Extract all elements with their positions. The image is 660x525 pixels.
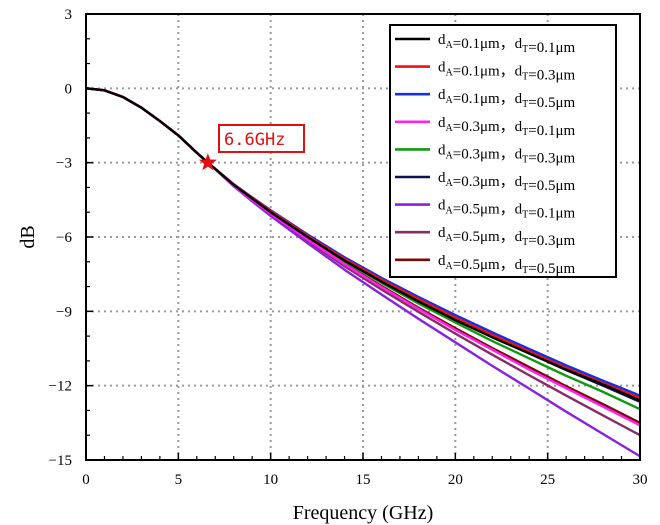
legend-item: dA=0.1μm，dT=0.1μm <box>395 32 576 56</box>
y-tick-label: 3 <box>65 7 73 23</box>
legend-item: dA=0.3μm，dT=0.1μm <box>395 115 576 139</box>
x-tick-label: 0 <box>82 472 90 488</box>
star-marker <box>198 153 217 171</box>
legend-item: dA=0.5μm，dT=0.3μm <box>395 225 576 249</box>
y-tick-label: 0 <box>65 81 73 97</box>
legend-label: dA=0.5μm，dT=0.1μm <box>438 198 576 222</box>
x-axis-title: Frequency (GHz) <box>293 502 434 524</box>
legend: dA=0.1μm，dT=0.1μm dA=0.1μm，dT=0.3μm dA=0.1… <box>389 24 617 278</box>
x-tick-label: 5 <box>175 472 183 488</box>
y-axis-title: dB <box>17 225 39 248</box>
watermark-text: 知乎 @鬼仵 <box>540 485 620 503</box>
y-tick-label: −6 <box>56 230 72 246</box>
legend-label: dA=0.1μm，dT=0.5μm <box>438 87 576 111</box>
legend-item: dA=0.1μm，dT=0.5μm <box>395 87 576 111</box>
legend-label: dA=0.3μm，dT=0.5μm <box>438 170 576 194</box>
legend-label: dA=0.1μm，dT=0.3μm <box>438 60 576 84</box>
legend-label: dA=0.3μm，dT=0.1μm <box>438 115 576 139</box>
x-tick-label: 20 <box>448 472 463 488</box>
annotation-box <box>218 124 305 153</box>
legend-item: dA=0.5μm，dT=0.5μm <box>395 253 576 277</box>
y-tick-label: −3 <box>56 156 72 172</box>
watermark: 知乎 @鬼仵 <box>540 485 620 503</box>
x-tick-label: 30 <box>633 472 648 488</box>
legend-label: dA=0.3μm，dT=0.3μm <box>438 142 576 166</box>
series-lines <box>85 87 641 458</box>
legend-label: dA=0.5μm，dT=0.3μm <box>438 225 576 249</box>
legend-item: dA=0.1μm，dT=0.3μm <box>395 60 576 84</box>
legend-label: dA=0.5μm，dT=0.5μm <box>438 253 576 277</box>
series-line <box>85 87 641 402</box>
annotation: 6.6GHz <box>198 124 305 171</box>
x-tick-label: 25 <box>540 472 555 488</box>
y-tick-label: −9 <box>56 304 72 320</box>
annotation-label: 6.6GHz <box>224 130 285 150</box>
y-tick-label: −12 <box>49 379 72 395</box>
legend-label: dA=0.1μm，dT=0.1μm <box>438 32 576 56</box>
y-tick-label: −15 <box>49 453 72 469</box>
x-tick-label: 15 <box>356 472 371 488</box>
legend-item: dA=0.5μm，dT=0.1μm <box>395 198 576 222</box>
x-tick-label: 10 <box>263 472 278 488</box>
legend-item: dA=0.3μm，dT=0.5μm <box>395 170 576 194</box>
legend-item: dA=0.3μm，dT=0.3μm <box>395 142 576 166</box>
